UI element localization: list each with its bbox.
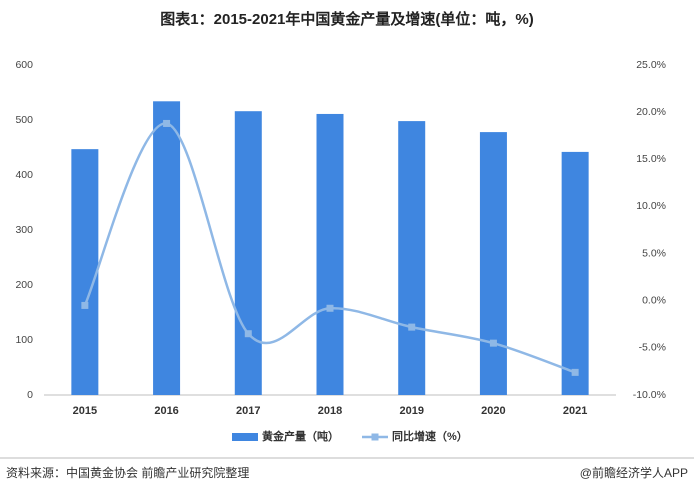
x-tick-label: 2016 [154, 405, 178, 417]
y2-tick-label: 10.0% [636, 200, 666, 212]
bar [561, 151, 589, 395]
x-tick-label: 2019 [399, 405, 423, 417]
marker [571, 368, 579, 376]
x-tick-label: 2021 [563, 405, 587, 417]
marker [408, 323, 416, 331]
legend-label: 黄金产量（吨） [262, 429, 339, 443]
y-tick-label: 200 [15, 279, 33, 291]
y2-tick-label: 0.0% [642, 294, 666, 306]
bar [153, 101, 181, 396]
bar [479, 132, 507, 395]
bar [316, 113, 344, 395]
y2-tick-label: 5.0% [642, 247, 666, 259]
bar [71, 149, 99, 395]
legend-swatch [371, 433, 379, 441]
y-tick-label: 300 [15, 224, 33, 236]
marker [489, 339, 497, 347]
y-tick-label: 400 [15, 169, 33, 181]
y2-tick-label: 20.0% [636, 106, 666, 118]
marker [244, 330, 252, 338]
y2-tick-label: -5.0% [639, 342, 666, 354]
bar [398, 121, 426, 395]
source: 资料来源：中国黄金协会 前瞻产业研究院整理 [6, 465, 249, 480]
marker [326, 304, 334, 312]
marker [163, 119, 171, 127]
y-tick-label: 500 [15, 114, 33, 126]
y2-tick-label: 25.0% [636, 59, 666, 71]
y-tick-label: 0 [27, 389, 33, 401]
x-tick-label: 2015 [73, 405, 97, 417]
legend-label: 同比增速（%） [392, 429, 468, 443]
y2-tick-label: -10.0% [633, 389, 666, 401]
credit: @前瞻经济学人APP [580, 465, 688, 480]
bar [234, 111, 262, 395]
x-tick-label: 2017 [236, 405, 260, 417]
y-tick-label: 600 [15, 59, 33, 71]
legend-swatch [232, 433, 258, 441]
line [83, 122, 576, 374]
y-tick-label: 100 [15, 334, 33, 346]
x-tick-label: 2018 [318, 405, 342, 417]
y2-tick-label: 15.0% [636, 153, 666, 165]
chart-title: 图表1：2015-2021年中国黄金产量及增速(单位：吨，%) [160, 10, 533, 28]
x-tick-label: 2020 [481, 405, 505, 417]
marker [81, 301, 89, 309]
